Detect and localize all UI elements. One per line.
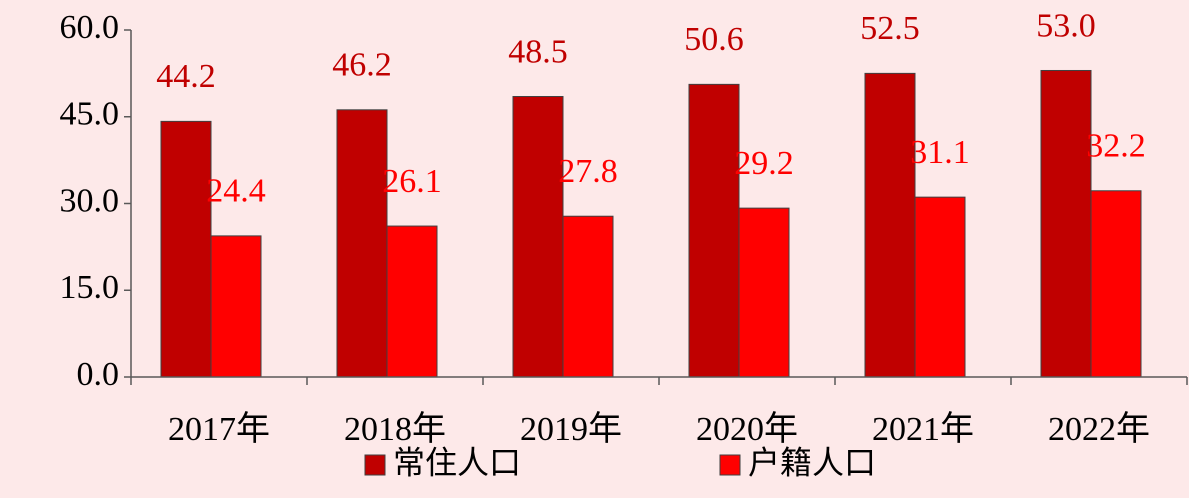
data-label: 27.8 (558, 153, 618, 190)
x-tick-label: 2021年 (872, 410, 974, 448)
bar (386, 225, 438, 378)
bar (562, 215, 614, 378)
y-tick-label: 30.0 (60, 182, 120, 219)
legend-marker (364, 454, 386, 476)
legend-label: 户籍人口 (748, 444, 876, 480)
x-tick-label: 2019年 (520, 410, 622, 448)
data-label: 52.5 (860, 10, 920, 47)
data-label: 24.4 (206, 173, 266, 210)
y-tick-label: 60.0 (60, 9, 120, 46)
bar (1090, 190, 1142, 378)
data-label: 26.1 (382, 163, 442, 200)
data-label: 31.1 (910, 134, 970, 171)
legend-marker (719, 454, 741, 476)
y-tick-label: 15.0 (60, 269, 120, 306)
bar (1040, 69, 1092, 378)
y-tick-label: 45.0 (60, 96, 120, 133)
bar (688, 83, 740, 378)
bar (336, 109, 388, 378)
bar (864, 72, 916, 378)
y-tick-label: 0.0 (77, 356, 120, 393)
bar (160, 120, 212, 378)
bar (914, 196, 966, 378)
bar (512, 96, 564, 378)
bar (210, 235, 262, 378)
data-label: 48.5 (508, 33, 568, 70)
legend-label: 常住人口 (393, 444, 521, 480)
data-label: 32.2 (1086, 128, 1146, 165)
data-label: 50.6 (684, 21, 744, 58)
x-tick-label: 2022年 (1048, 410, 1150, 448)
x-tick-label: 2018年 (344, 410, 446, 448)
x-tick-label: 2017年 (168, 410, 270, 448)
data-label: 29.2 (734, 145, 794, 182)
bar (738, 207, 790, 378)
x-tick-label: 2020年 (696, 410, 798, 448)
data-label: 44.2 (156, 58, 216, 95)
data-label: 46.2 (332, 47, 392, 84)
data-label: 53.0 (1036, 7, 1096, 44)
